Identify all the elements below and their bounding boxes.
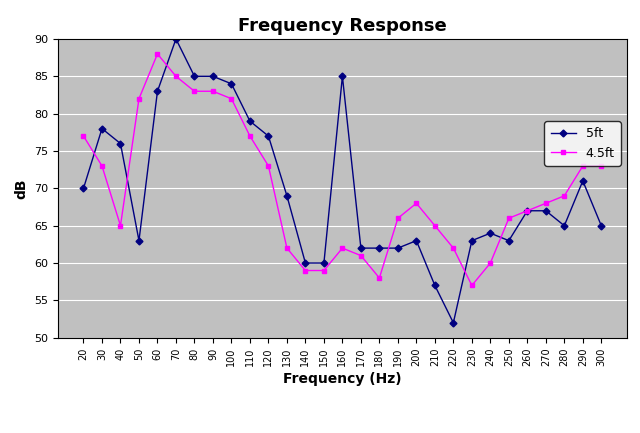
4.5ft: [376, 275, 383, 281]
5ft: [264, 133, 272, 139]
5ft: [486, 230, 494, 236]
5ft: [98, 126, 106, 131]
Y-axis label: dB: dB: [14, 178, 28, 199]
5ft: [246, 119, 254, 124]
5ft: [357, 246, 365, 251]
4.5ft: [191, 89, 198, 94]
4.5ft: [283, 246, 291, 251]
4.5ft: [135, 96, 143, 101]
5ft: [579, 178, 587, 184]
4.5ft: [524, 208, 531, 213]
5ft: [320, 260, 328, 265]
5ft: [301, 260, 309, 265]
4.5ft: [598, 163, 605, 168]
4.5ft: [98, 163, 106, 168]
4.5ft: [486, 260, 494, 265]
4.5ft: [449, 246, 457, 251]
Line: 4.5ft: 4.5ft: [81, 52, 604, 288]
Title: Frequency Response: Frequency Response: [238, 16, 447, 35]
5ft: [154, 89, 161, 94]
4.5ft: [320, 268, 328, 273]
4.5ft: [394, 216, 402, 221]
4.5ft: [172, 74, 180, 79]
Line: 5ft: 5ft: [81, 36, 604, 325]
5ft: [561, 223, 568, 228]
5ft: [283, 193, 291, 198]
5ft: [376, 246, 383, 251]
4.5ft: [468, 283, 476, 288]
4.5ft: [339, 246, 346, 251]
X-axis label: Frequency (Hz): Frequency (Hz): [283, 372, 402, 386]
5ft: [431, 283, 438, 288]
5ft: [505, 238, 513, 243]
4.5ft: [228, 96, 236, 101]
4.5ft: [431, 223, 438, 228]
4.5ft: [264, 163, 272, 168]
4.5ft: [116, 223, 124, 228]
5ft: [524, 208, 531, 213]
4.5ft: [579, 163, 587, 168]
5ft: [209, 74, 217, 79]
5ft: [394, 246, 402, 251]
5ft: [468, 238, 476, 243]
5ft: [135, 238, 143, 243]
4.5ft: [413, 200, 420, 206]
4.5ft: [357, 253, 365, 258]
4.5ft: [79, 133, 87, 139]
5ft: [598, 223, 605, 228]
4.5ft: [561, 193, 568, 198]
5ft: [449, 320, 457, 326]
5ft: [413, 238, 420, 243]
4.5ft: [209, 89, 217, 94]
5ft: [172, 36, 180, 42]
5ft: [79, 186, 87, 191]
4.5ft: [542, 200, 550, 206]
4.5ft: [301, 268, 309, 273]
4.5ft: [246, 133, 254, 139]
5ft: [339, 74, 346, 79]
5ft: [191, 74, 198, 79]
4.5ft: [505, 216, 513, 221]
5ft: [228, 81, 236, 86]
4.5ft: [154, 51, 161, 56]
5ft: [542, 208, 550, 213]
5ft: [116, 141, 124, 146]
Legend: 5ft, 4.5ft: 5ft, 4.5ft: [545, 121, 621, 166]
